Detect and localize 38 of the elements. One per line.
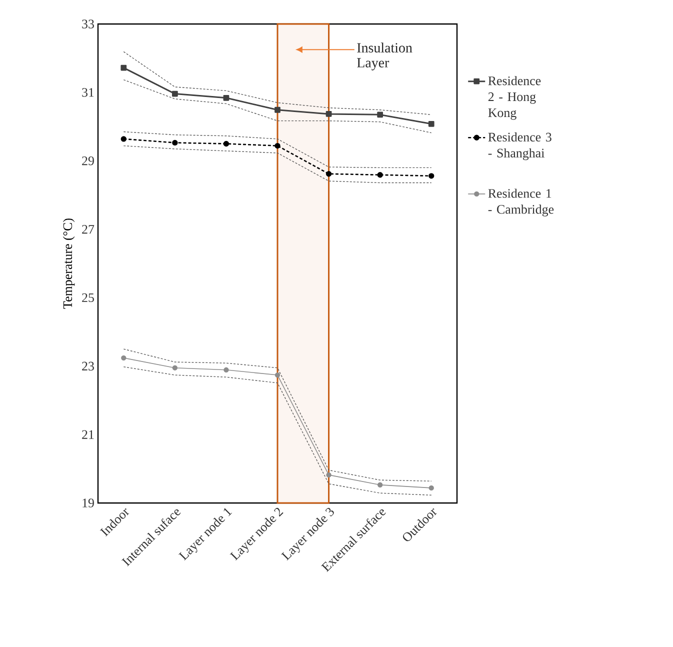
point <box>172 140 178 146</box>
point <box>428 120 434 127</box>
y-tick-label: 23 <box>82 362 94 370</box>
legend-label: Residence 3 - Shanghai <box>488 132 552 160</box>
y-axis-title: Temperature (°C) <box>62 218 75 309</box>
point <box>326 171 332 177</box>
point <box>326 472 332 478</box>
band-label: Insulation Layer <box>357 42 412 70</box>
y-tick-label: 33 <box>82 20 94 28</box>
line-series <box>123 131 432 168</box>
point <box>224 367 229 372</box>
point <box>172 365 178 370</box>
point <box>223 140 230 147</box>
point <box>377 482 383 488</box>
legend-label: Residence 2 - Hong Kong <box>488 76 541 120</box>
line-series <box>123 145 432 184</box>
point <box>120 136 126 142</box>
point <box>428 173 434 179</box>
point <box>428 485 434 491</box>
point <box>377 112 384 118</box>
point <box>172 90 178 97</box>
point <box>274 372 280 378</box>
line-series <box>123 51 432 116</box>
point <box>326 111 332 117</box>
y-tick-label: 25 <box>82 293 94 302</box>
line-series <box>123 79 432 134</box>
y-tick-label: 27 <box>82 224 94 234</box>
y-tick-label: 19 <box>82 498 94 508</box>
y-tick-label: 31 <box>82 88 94 97</box>
point <box>377 172 383 178</box>
point <box>223 94 230 101</box>
point <box>120 64 127 71</box>
point <box>274 142 280 149</box>
y-tick-label: 21 <box>82 430 94 439</box>
point <box>274 106 280 113</box>
legend-label: Residence 1 - Cambridge <box>488 188 554 216</box>
point <box>121 355 126 361</box>
y-tick-label: 29 <box>82 156 94 166</box>
